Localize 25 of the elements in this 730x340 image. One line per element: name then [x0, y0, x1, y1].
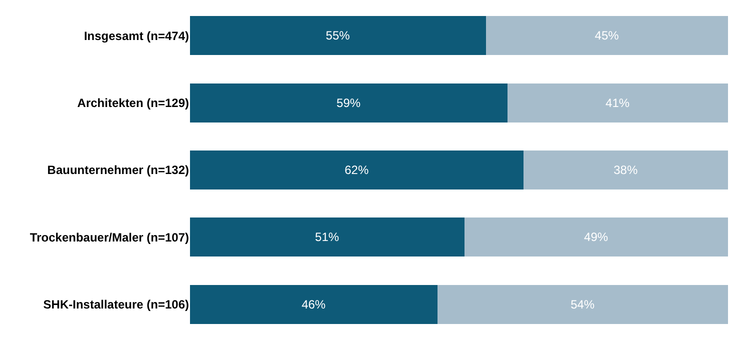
data-label: 51%: [315, 230, 340, 244]
bar: [190, 284, 438, 324]
data-label: 38%: [614, 163, 638, 177]
y-tick-label: Trockenbauer/Maler (n=107): [30, 230, 189, 244]
y-tick-label: Architekten (n=129): [77, 96, 190, 110]
bar: [190, 150, 524, 190]
data-label: 46%: [302, 297, 326, 312]
data-label: 41%: [606, 96, 630, 110]
data-label: 45%: [594, 28, 620, 43]
bar: [190, 218, 464, 257]
data-label: 54%: [570, 297, 595, 312]
bar: [464, 218, 728, 257]
bar: [437, 284, 728, 324]
bar: [507, 83, 728, 122]
bar: [190, 83, 508, 122]
bar: [486, 16, 728, 56]
y-tick-label: Insgesamt (n=474): [84, 28, 189, 43]
y-tick-label: SHK-Installateure (n=106): [43, 298, 189, 312]
y-tick-label: Bauunternehmer (n=132): [47, 163, 190, 178]
bar: [524, 150, 728, 190]
data-label: 55%: [326, 28, 350, 43]
data-label: 59%: [336, 96, 361, 110]
data-label: 49%: [584, 230, 608, 244]
bar: [190, 16, 486, 56]
data-label: 62%: [344, 163, 369, 177]
